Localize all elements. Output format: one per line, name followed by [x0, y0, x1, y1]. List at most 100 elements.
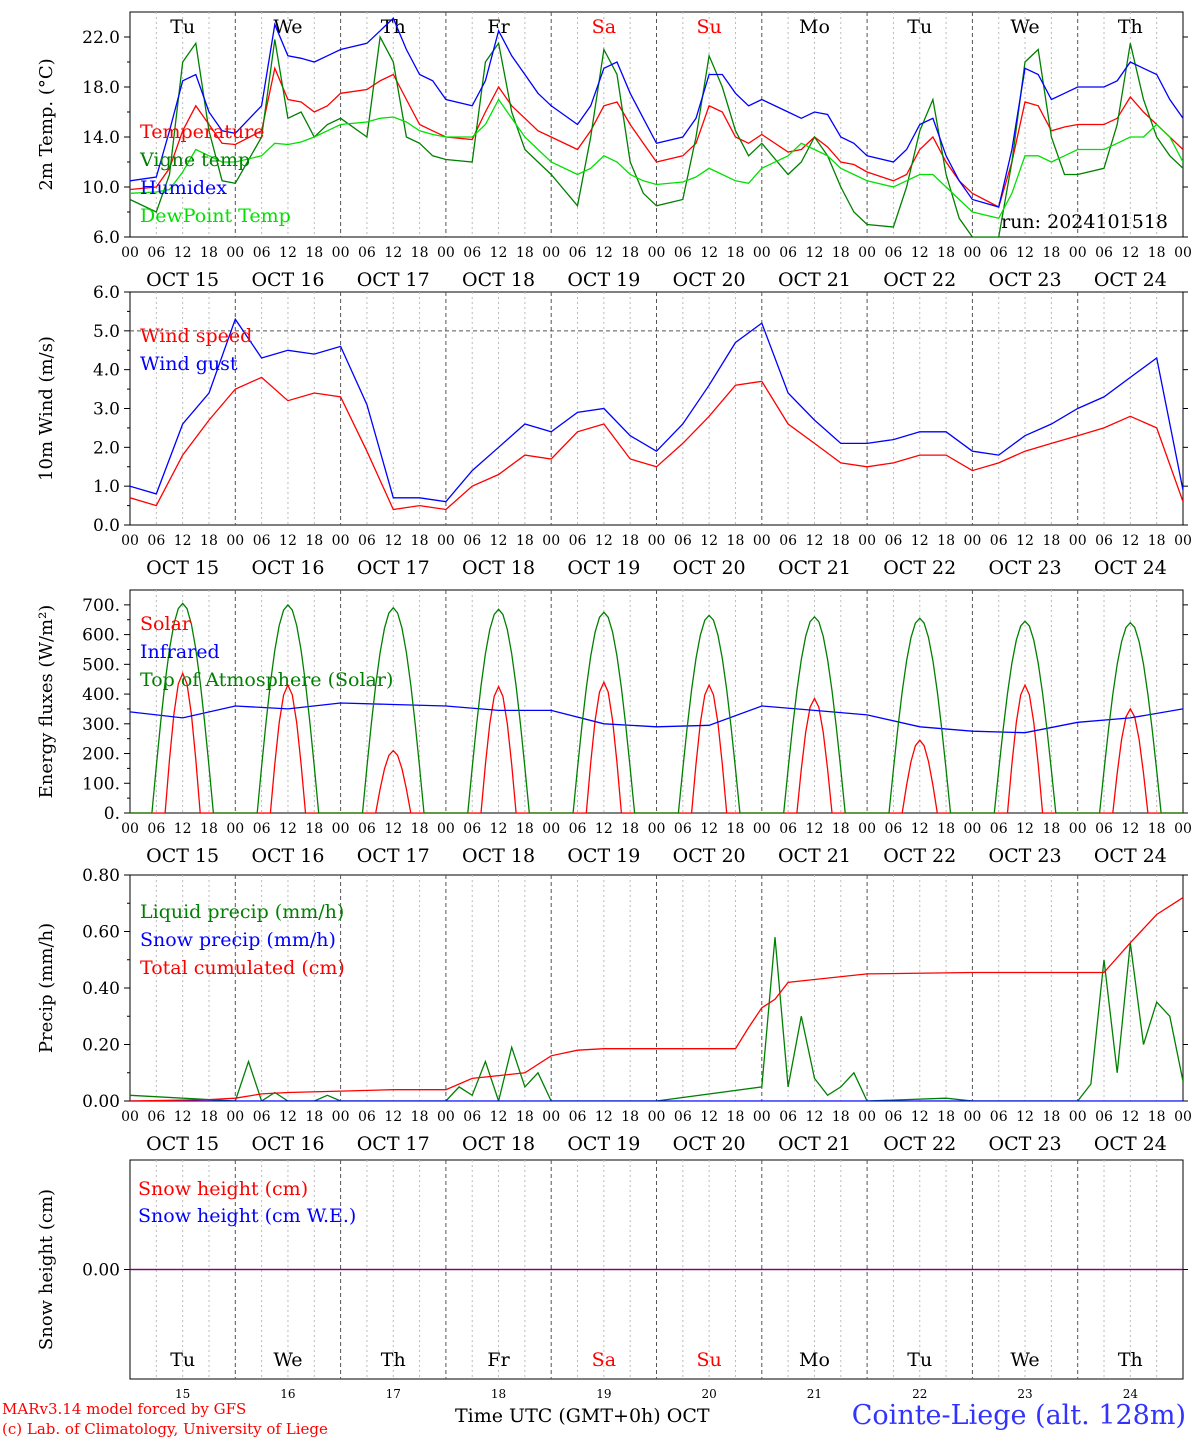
day-name: Mo [799, 1349, 830, 1371]
y-tick-label: 500. [82, 655, 120, 675]
date-label: OCT 23 [989, 269, 1062, 291]
date-label: OCT 20 [673, 557, 746, 579]
hour-tick-label: 18 [200, 821, 218, 837]
panel-2: 0.0 1.0 2.0 3.0 4.0 5.0 6.0 10m Wind (m/s) 00 06 1… [36, 283, 1192, 579]
hour-tick-label: 06 [253, 1109, 271, 1125]
y-tick-label: 14.0 [82, 128, 120, 148]
y-tick-label: 0.00 [82, 1092, 120, 1112]
hour-tick-label: 06 [253, 821, 271, 837]
hour-tick-label: 00 [437, 245, 455, 261]
legend-entry: Wind speed [140, 325, 252, 347]
day-name: Tu [907, 16, 932, 38]
hour-tick-label: 12 [174, 821, 192, 837]
hour-tick-label: 06 [990, 245, 1008, 261]
y-tick-label: 1.0 [93, 477, 120, 497]
series-group [130, 602, 1183, 813]
y-tick-label: 3.0 [93, 400, 120, 420]
date-label: OCT 21 [778, 1133, 851, 1155]
hour-tick-label: 06 [1095, 533, 1113, 549]
hour-tick-label: 18 [621, 245, 639, 261]
y-tick-label: 6.0 [93, 228, 120, 248]
hour-tick-label: 18 [200, 533, 218, 549]
hour-tick-label: 06 [1095, 1109, 1113, 1125]
hour-tick-label: 18 [411, 1109, 429, 1125]
y-axis-label: Snow height (cm) [36, 1189, 57, 1350]
station-title: Cointe-Liege (alt. 128m) [851, 1400, 1186, 1431]
date-label: OCT 15 [146, 557, 219, 579]
hour-tick-label: 06 [569, 533, 587, 549]
day-name: We [1010, 16, 1039, 38]
date-label: OCT 23 [989, 845, 1062, 867]
date-label: OCT 18 [462, 845, 535, 867]
hour-tick-label: 12 [595, 1109, 613, 1125]
y-tick-label: 5.0 [93, 322, 120, 342]
hour-tick-label: 18 [727, 245, 745, 261]
y-tick-label: 600. [82, 626, 120, 646]
day-name: We [273, 16, 302, 38]
date-label: OCT 19 [567, 1133, 640, 1155]
hour-tick-label: 18 [832, 1109, 850, 1125]
day-name: Tu [170, 16, 195, 38]
hour-tick-label: 12 [490, 1109, 508, 1125]
hour-tick-label: 00 [121, 821, 139, 837]
hour-tick-label: 06 [779, 821, 797, 837]
hour-tick-label: 18 [937, 533, 955, 549]
hour-tick-label: 06 [358, 1109, 376, 1125]
hour-tick-label: 06 [990, 821, 1008, 837]
series-line-0 [130, 66, 1183, 208]
hour-tick-label: 06 [147, 821, 165, 837]
day-name: Fr [487, 16, 510, 38]
lab-credit: (c) Lab. of Climatology, University of L… [2, 1420, 328, 1438]
hour-tick-label: 18 [516, 821, 534, 837]
hour-tick-label: 12 [384, 245, 402, 261]
series-line-0 [130, 671, 1183, 813]
hour-tick-label: 00 [753, 245, 771, 261]
hour-tick-label: 00 [542, 821, 560, 837]
hour-tick-label: 18 [516, 1109, 534, 1125]
y-tick-label: 200. [82, 745, 120, 765]
hour-tick-label: 18 [516, 533, 534, 549]
hour-tick-label: 06 [1095, 245, 1113, 261]
y-tick-label: 0.20 [82, 1036, 120, 1056]
series-line-2 [130, 17, 1183, 208]
hour-tick-label: 00 [437, 821, 455, 837]
date-label: OCT 15 [146, 269, 219, 291]
hour-tick-label: 18 [727, 533, 745, 549]
hour-tick-label: 06 [463, 1109, 481, 1125]
day-name: Tu [907, 1349, 932, 1371]
date-label: OCT 19 [567, 557, 640, 579]
date-label: OCT 21 [778, 557, 851, 579]
hour-tick-label: 12 [279, 245, 297, 261]
date-label: OCT 17 [357, 1133, 430, 1155]
hour-tick-label: 12 [700, 245, 718, 261]
hour-tick-label: 18 [305, 1109, 323, 1125]
legend-entry: Wind gust [140, 353, 238, 375]
y-axis-label: 10m Wind (m/s) [36, 336, 57, 481]
legend-entry: Solar [140, 613, 192, 635]
day-number: 15 [175, 1387, 190, 1401]
hour-tick-label: 00 [437, 533, 455, 549]
date-label: OCT 24 [1094, 1133, 1167, 1155]
hour-tick-label: 06 [358, 245, 376, 261]
hour-tick-label: 06 [569, 1109, 587, 1125]
date-label: OCT 22 [883, 269, 956, 291]
hour-tick-label: 06 [674, 245, 692, 261]
month-label: OCT [666, 1405, 710, 1427]
y-tick-label: 300. [82, 715, 120, 735]
day-name: Fr [487, 1349, 510, 1371]
hour-tick-label: 12 [1016, 821, 1034, 837]
hour-tick-label: 18 [1042, 245, 1060, 261]
date-label: OCT 16 [251, 845, 324, 867]
date-label: OCT 21 [778, 845, 851, 867]
y-tick-label: 4.0 [93, 361, 120, 381]
date-label: OCT 22 [883, 1133, 956, 1155]
y-tick-label: 0.40 [82, 979, 120, 999]
date-label: OCT 17 [357, 845, 430, 867]
y-tick-label: 700. [82, 596, 120, 616]
y-tick-label: 0. [104, 804, 120, 824]
hour-tick-label: 06 [147, 1109, 165, 1125]
hour-tick-label: 00 [437, 1109, 455, 1125]
date-label: OCT 16 [251, 557, 324, 579]
date-label: OCT 20 [673, 845, 746, 867]
